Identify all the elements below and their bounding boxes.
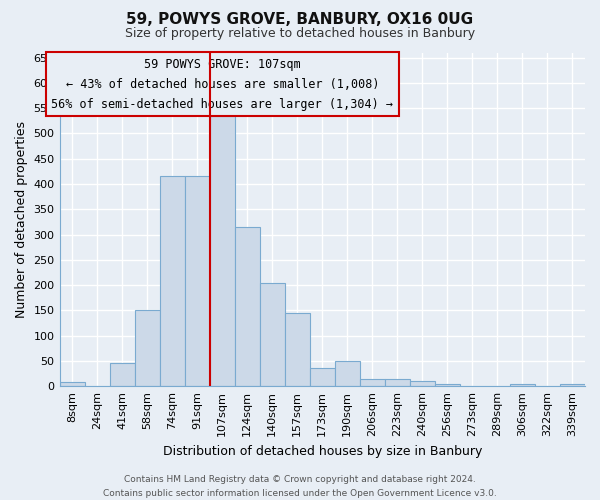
Bar [285,313,310,386]
Bar [435,384,460,386]
Bar [560,384,585,386]
Bar [385,378,410,386]
Bar [260,282,285,386]
Text: 59 POWYS GROVE: 107sqm
← 43% of detached houses are smaller (1,008)
56% of semi-: 59 POWYS GROVE: 107sqm ← 43% of detached… [52,58,394,110]
Text: Size of property relative to detached houses in Banbury: Size of property relative to detached ho… [125,28,475,40]
Bar [59,382,85,386]
Bar [235,227,260,386]
Bar [185,176,209,386]
Bar [160,176,185,386]
Text: Contains HM Land Registry data © Crown copyright and database right 2024.
Contai: Contains HM Land Registry data © Crown c… [103,476,497,498]
Bar [209,116,235,386]
X-axis label: Distribution of detached houses by size in Banbury: Distribution of detached houses by size … [163,444,482,458]
Bar [310,368,335,386]
Bar [110,364,134,386]
Bar [510,384,535,386]
Bar [134,310,160,386]
Bar [410,381,435,386]
Y-axis label: Number of detached properties: Number of detached properties [15,121,28,318]
Bar [360,378,385,386]
Text: 59, POWYS GROVE, BANBURY, OX16 0UG: 59, POWYS GROVE, BANBURY, OX16 0UG [127,12,473,28]
Bar [335,361,360,386]
